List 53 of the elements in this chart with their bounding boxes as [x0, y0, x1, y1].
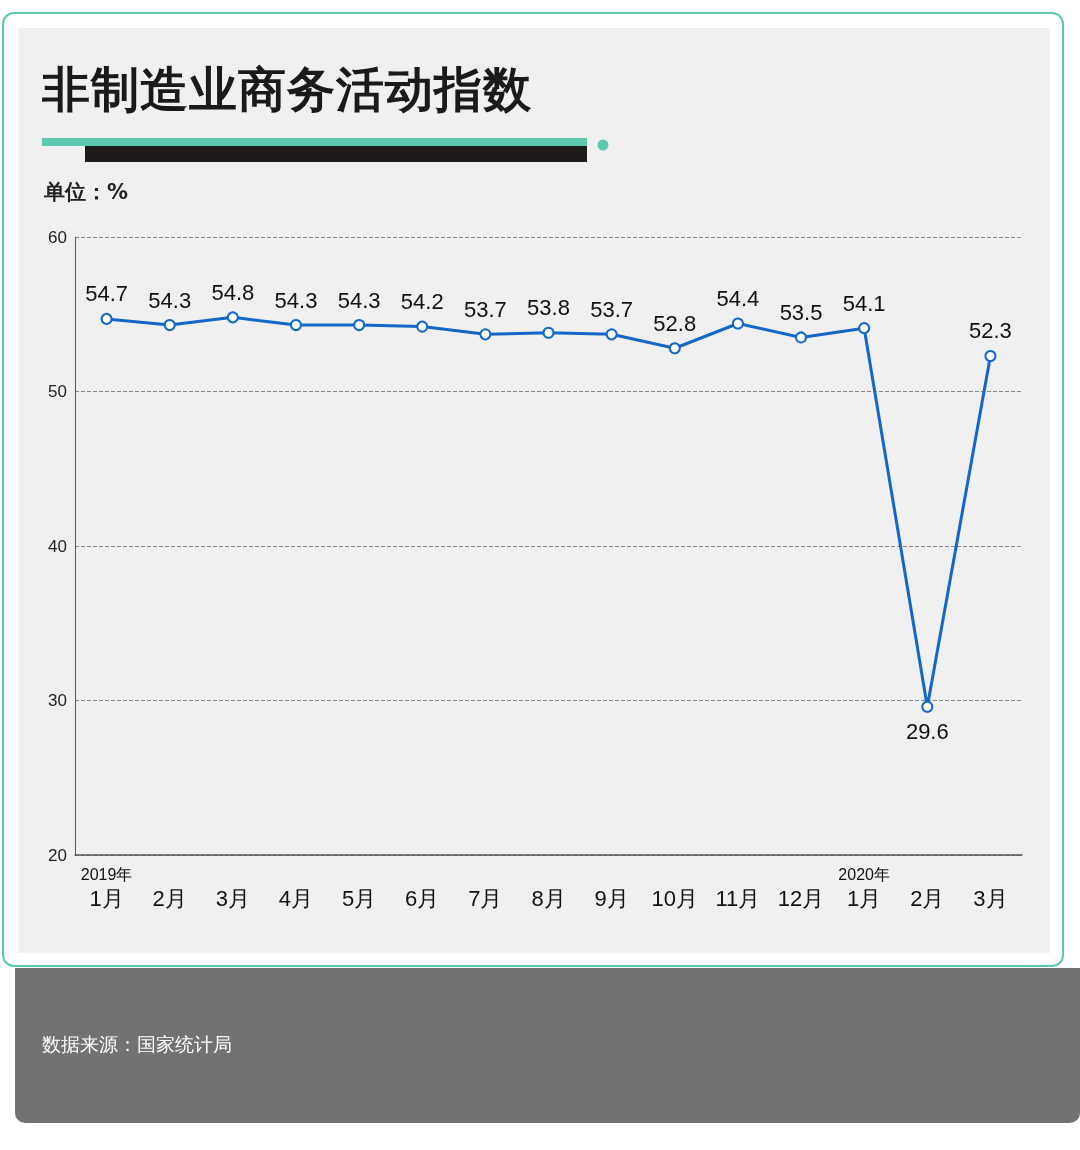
point	[163, 319, 176, 332]
data-label: 29.6	[905, 719, 949, 745]
x-tick-label: 2月	[910, 885, 945, 911]
point	[605, 328, 618, 341]
point	[668, 342, 681, 355]
data-label: 54.1	[842, 290, 886, 316]
x-tick-label: 2019年 1月	[80, 865, 133, 911]
x-tick-label: 11月	[715, 885, 761, 911]
x-tick-label: 8月	[531, 885, 566, 911]
point	[479, 328, 492, 341]
data-label: 54.7	[85, 281, 128, 307]
chart-title: 非制造业商务活动指数	[42, 60, 532, 119]
y-tick-label: 50	[48, 382, 67, 401]
x-tick-label: 3月	[973, 885, 1008, 911]
x-tick-label: 9月	[594, 885, 629, 911]
data-label: 54.8	[211, 279, 255, 305]
y-tick-label: 30	[48, 691, 67, 710]
data-label: 53.5	[779, 299, 823, 325]
x-tick-label: 6月	[405, 885, 440, 911]
x-tick-label: 2月	[152, 885, 187, 911]
data-label: 53.8	[527, 295, 570, 321]
point	[100, 312, 113, 325]
y-tick-label: 40	[48, 536, 67, 556]
data-label: 54.4	[716, 286, 760, 312]
x-tick-label: 10月	[651, 885, 699, 911]
data-label: 54.3	[337, 287, 381, 313]
data-label: 53.7	[463, 296, 507, 322]
data-label: 54.3	[274, 287, 318, 313]
point	[353, 319, 366, 332]
point	[731, 317, 744, 330]
x-tick-label: 7月	[468, 885, 503, 911]
y-axis-title: 单位：%	[44, 179, 129, 206]
data-label: 54.2	[400, 289, 444, 315]
point	[795, 331, 808, 344]
y-tick-label: 60	[48, 227, 67, 247]
point	[226, 311, 239, 324]
x-tick-label: 5月	[341, 885, 377, 911]
data-label: 53.7	[590, 296, 634, 322]
x-tick-label: 4月	[278, 885, 314, 911]
source-note: 数据来源：国家统计局	[42, 1032, 232, 1057]
x-tick-label: 2020年 1月	[838, 865, 890, 911]
point	[416, 320, 429, 333]
point	[921, 700, 934, 713]
x-tick-label: 3月	[215, 885, 250, 911]
data-label: 52.8	[653, 310, 697, 336]
point	[289, 319, 302, 332]
point	[858, 322, 871, 335]
point	[542, 326, 555, 339]
data-label: 52.3	[969, 318, 1012, 344]
x-tick-label: 12月	[777, 885, 825, 911]
point	[984, 349, 997, 362]
y-tick-label: 20	[48, 845, 67, 865]
data-label: 54.3	[148, 287, 192, 313]
